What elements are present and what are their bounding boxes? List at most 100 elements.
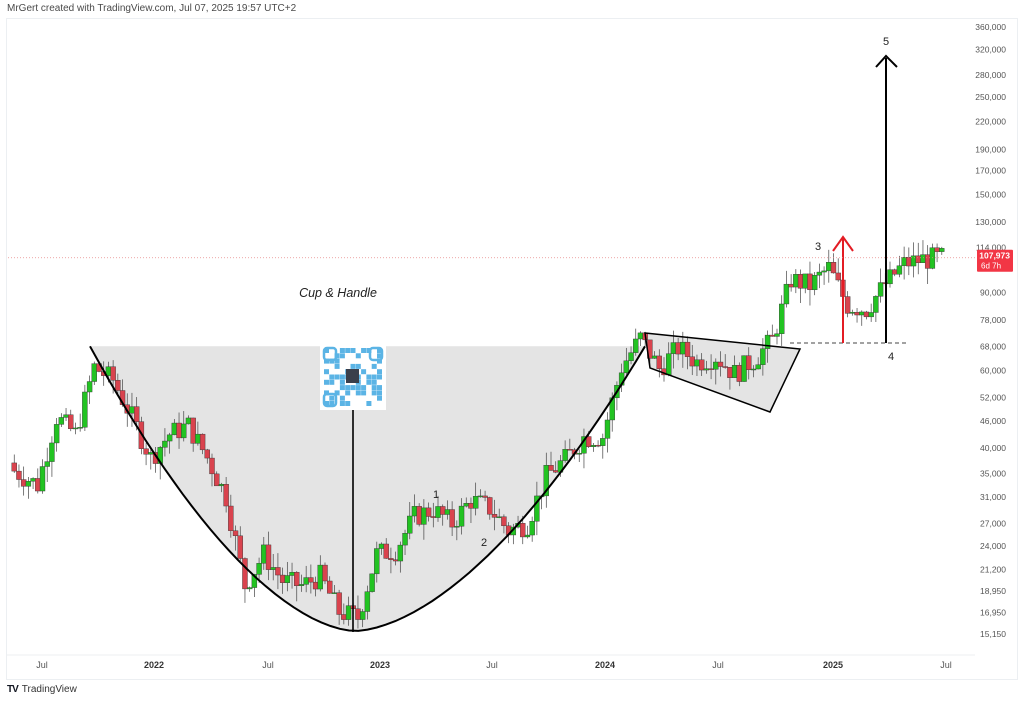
qr-module xyxy=(355,353,361,359)
candle-body xyxy=(901,257,907,266)
candle-body xyxy=(534,495,540,522)
candle-body xyxy=(166,434,173,442)
candle-body xyxy=(567,449,573,451)
pattern-title: Cup & Handle xyxy=(299,286,377,300)
candle-body xyxy=(298,584,305,587)
qr-module xyxy=(371,390,377,396)
candle-body xyxy=(312,581,319,590)
candle-body xyxy=(585,436,592,447)
time-tick-label: 2025 xyxy=(823,660,843,670)
candle-body xyxy=(383,543,389,559)
qr-module xyxy=(371,374,377,380)
candle-body xyxy=(378,543,385,549)
candle-body xyxy=(915,255,921,263)
price-tick-label: 15,150 xyxy=(980,629,1006,639)
price-tick-label: 170,000 xyxy=(975,166,1006,176)
candle-body xyxy=(228,505,234,531)
qr-module xyxy=(334,374,340,380)
candle-body xyxy=(722,366,728,368)
candle-body xyxy=(454,526,460,528)
qr-module xyxy=(324,401,329,406)
candle-body xyxy=(444,509,451,515)
candle-body xyxy=(39,466,46,492)
qr-module xyxy=(339,374,345,380)
candle-body xyxy=(63,414,69,418)
candle-body xyxy=(440,506,446,515)
candle-body xyxy=(402,533,408,546)
attribution-header: MrGert created with TradingView.com, Jul… xyxy=(7,3,297,14)
candle-body xyxy=(623,360,630,374)
candle-body xyxy=(924,254,931,269)
candle-body xyxy=(774,333,780,337)
candle-body xyxy=(939,248,945,252)
price-tick-label: 280,000 xyxy=(975,70,1006,80)
price-tick-label: 35,000 xyxy=(980,469,1006,479)
qr-module xyxy=(377,385,382,391)
candle-body xyxy=(811,274,818,291)
price-tick-label: 46,000 xyxy=(980,416,1006,426)
candle-body xyxy=(736,365,743,382)
candle-body xyxy=(185,417,192,425)
price-tick-label: 250,000 xyxy=(975,92,1006,102)
price-axis[interactable]: 360,000320,000280,000250,000220,000190,0… xyxy=(8,22,1013,639)
candle-body xyxy=(336,592,342,615)
candle-body xyxy=(750,368,757,371)
qr-module xyxy=(345,390,351,396)
candle-body xyxy=(237,535,243,559)
price-tick-label: 190,000 xyxy=(975,144,1006,154)
qr-module xyxy=(355,385,361,391)
wave-label: 3 xyxy=(815,241,821,253)
candle-body xyxy=(242,558,248,590)
qr-module xyxy=(355,390,361,396)
last-price-value: 107,973 xyxy=(979,251,1010,261)
qr-module xyxy=(334,363,340,369)
candle-body xyxy=(590,444,597,447)
candle-body xyxy=(873,296,879,313)
candle-body xyxy=(468,503,474,509)
candle-body xyxy=(600,438,606,446)
candle-body xyxy=(651,355,658,359)
candle-body xyxy=(115,380,121,391)
candle-body xyxy=(670,342,677,354)
candle-body xyxy=(769,334,775,337)
candle-body xyxy=(110,366,116,381)
qr-module xyxy=(361,385,367,391)
qr-module xyxy=(334,358,340,364)
price-tick-label: 90,000 xyxy=(980,288,1006,298)
qr-module xyxy=(345,385,351,391)
candle-body xyxy=(779,303,785,334)
brand-name: TradingView xyxy=(21,684,77,695)
candle-body xyxy=(741,355,747,382)
candle-body xyxy=(72,427,79,430)
candle-body xyxy=(802,273,808,289)
candle-body xyxy=(190,417,196,444)
time-axis[interactable]: Jul 2022 Jul 2023 Jul 2024 Jul 2025 Jul xyxy=(7,654,975,670)
annotation-labels: Cup & Handle 1 2 3 4 5 xyxy=(299,36,894,549)
candle-body xyxy=(713,361,719,370)
time-tick-label: Jul xyxy=(940,660,952,670)
candle-body xyxy=(896,265,903,275)
candle-body xyxy=(91,363,97,382)
candle-body xyxy=(331,592,338,594)
price-tick-label: 150,000 xyxy=(975,190,1006,200)
qr-module xyxy=(334,390,340,396)
candle-body xyxy=(821,270,827,273)
wave-label: 5 xyxy=(883,36,889,48)
candle-body xyxy=(675,342,681,355)
candle-body xyxy=(501,516,507,527)
candle-body xyxy=(703,368,710,371)
qr-module xyxy=(329,401,335,406)
price-tick-label: 24,000 xyxy=(980,541,1006,551)
candle-body xyxy=(826,262,832,272)
candle-body xyxy=(746,355,752,370)
candle-body xyxy=(171,422,178,436)
candle-body xyxy=(698,359,705,371)
candle-body xyxy=(421,507,427,525)
footer-brand[interactable]: TV TradingView xyxy=(7,684,77,695)
candle-body xyxy=(407,515,413,534)
price-tick-label: 21,200 xyxy=(980,565,1006,575)
candle-body xyxy=(308,577,314,583)
candle-body xyxy=(246,587,253,590)
candle-body xyxy=(628,352,634,361)
